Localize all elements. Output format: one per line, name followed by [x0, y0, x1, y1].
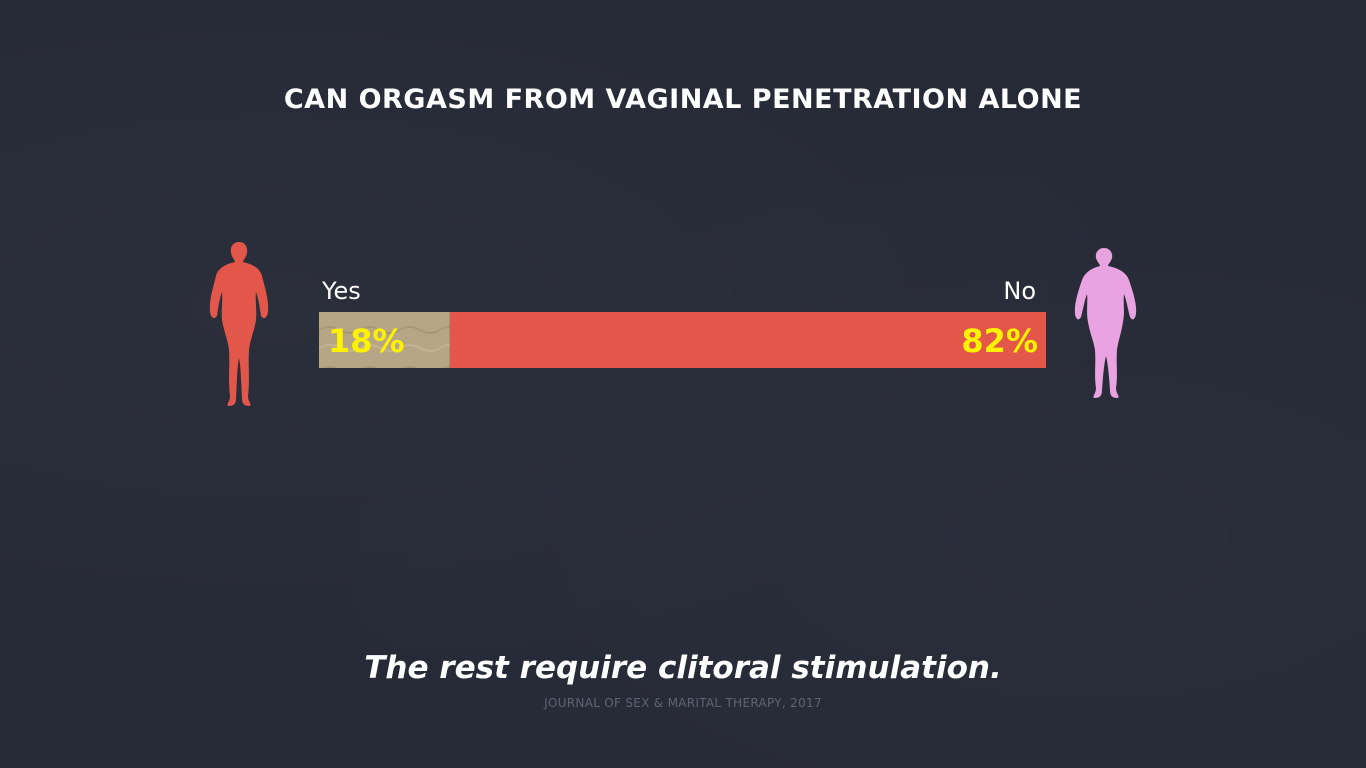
value-label-yes: 18%: [328, 322, 405, 360]
category-label-yes: Yes: [322, 277, 361, 305]
value-label-no: 82%: [961, 322, 1038, 360]
woman-figure-icon: [1074, 248, 1137, 398]
bar-segment-no: [449, 312, 1046, 368]
chart-title: CAN ORGASM FROM VAGINAL PENETRATION ALON…: [283, 84, 1083, 115]
category-label-no: No: [1003, 277, 1036, 305]
source-text: JOURNAL OF SEX & MARITAL THERAPY, 2017: [544, 696, 822, 710]
caption-text: The rest require clitoral stimulation.: [364, 650, 1002, 686]
woman-figure-icon: [209, 242, 269, 406]
bar-segment-yes: [319, 312, 450, 368]
